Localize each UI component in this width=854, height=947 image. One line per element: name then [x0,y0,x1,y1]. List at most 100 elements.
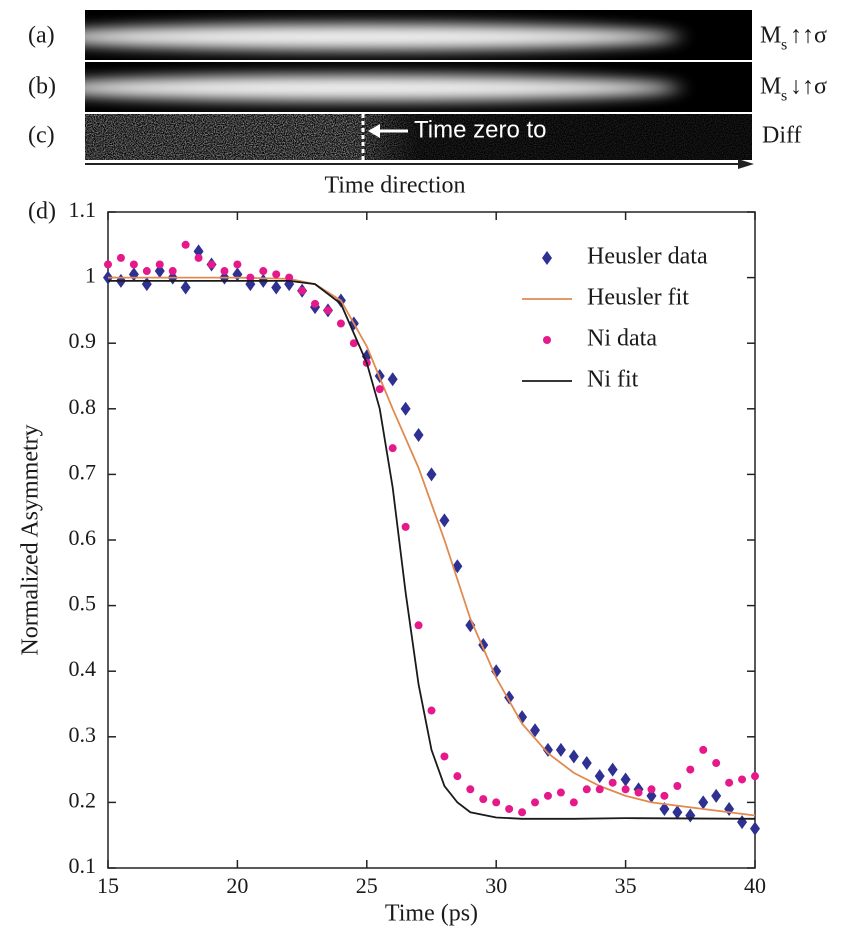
x-tick-label: 25 [356,873,378,898]
diamond-point [232,267,243,282]
circle-point [440,752,449,761]
circle-point [621,785,630,794]
diamond-point [504,690,515,705]
diamond-point [413,428,424,443]
circle-point [466,785,475,794]
diamond-point [594,769,605,784]
circle-point [168,267,177,276]
circle-point [323,306,332,315]
circle-point [686,765,695,774]
diamond-point [581,756,592,771]
diamond-point [737,815,748,830]
y-tick-label: 0.7 [69,459,97,484]
circle-point [142,267,151,276]
circle-point [116,253,125,262]
panel-label: (c) [28,123,55,149]
diamond-point [271,280,282,295]
y-tick-label: 0.9 [69,328,97,353]
streak-b [85,62,752,112]
diamond-point [180,280,191,295]
panel-caption-main: M [760,23,781,49]
diamond-point [426,467,437,482]
circle-point [427,706,436,715]
legend-label: Heusler data [587,244,708,270]
legend-label: Ni data [587,326,657,352]
circle-point [582,785,591,794]
circle-point [349,339,358,348]
diamond-point [400,401,411,416]
diamond-point [659,801,670,816]
circle-point [375,385,384,394]
circle-point [569,798,578,807]
circle-point [556,788,565,797]
circle-point [272,270,281,279]
circle-point [181,240,190,249]
legend-label: Heusler fit [587,285,689,311]
circle-point [259,267,268,276]
legend-swatch [542,251,552,265]
y-axis-label: Normalized Asymmetry [18,424,44,655]
fit-line [108,279,756,820]
panel-caption-main: M [760,74,781,100]
fit-line [108,276,756,817]
y-tick-label: 1 [85,263,96,288]
panel-label: (b) [28,74,56,100]
circle-point [233,260,242,269]
circle-point [207,260,216,269]
circle-point [751,772,759,781]
circle-point [479,795,488,804]
circle-point [298,286,307,295]
circle-point [104,260,112,269]
legend-label: Ni fit [587,367,639,393]
diamond-point [530,723,541,738]
diamond-point [141,277,152,292]
y-tick-label: 0.5 [69,591,97,616]
diamond-point [685,808,696,823]
panel-caption: Diff [762,123,802,149]
diamond-point [711,788,722,803]
circle-point [660,791,669,800]
diamond-point [698,795,709,810]
circle-point [414,621,423,630]
circle-point [453,772,462,781]
panel-caption-rest: ↓↑σ [790,74,827,100]
circle-point [285,273,294,282]
circle-point [401,522,410,531]
diamond-point [128,267,139,282]
circle-point [712,759,721,768]
diamond-point [465,618,476,633]
circle-point [246,273,255,282]
x-tick-label: 40 [744,873,766,898]
y-tick-label: 0.1 [69,853,97,878]
plot: (d) 15 20 25 30 35 40 0.1 0.2 0.3 0.4 0.5 0.6 0.7 0.8 0… [18,197,767,926]
circle-point [595,785,604,794]
diamond-point [439,513,450,528]
x-axis-label: Time (ps) [385,901,478,927]
y-tick-label: 0.8 [69,394,97,419]
circle-point [699,745,708,754]
circle-point [518,808,527,817]
circle-point [155,260,164,269]
time-direction-arrowhead [738,159,754,169]
y-tick-label: 0.3 [69,722,97,747]
circle-point [220,267,229,276]
circle-point [531,798,540,807]
circle-point [738,775,747,784]
circle-point [673,782,682,790]
panel-caption-sub: s [781,37,787,54]
diamond-point [568,749,579,764]
diamond-point [724,801,735,816]
panel-caption-sub: s [781,88,787,105]
circle-point [129,260,138,269]
diamond-point [750,821,760,836]
diamond-point [491,664,502,679]
circle-point [194,253,203,262]
circle-point [634,788,643,797]
y-tick-label: 0.4 [69,656,97,681]
circle-point [311,299,320,308]
time-zero-label: Time zero to [414,116,546,143]
diamond-point [542,742,553,757]
y-tick-label: 0.6 [69,525,97,550]
